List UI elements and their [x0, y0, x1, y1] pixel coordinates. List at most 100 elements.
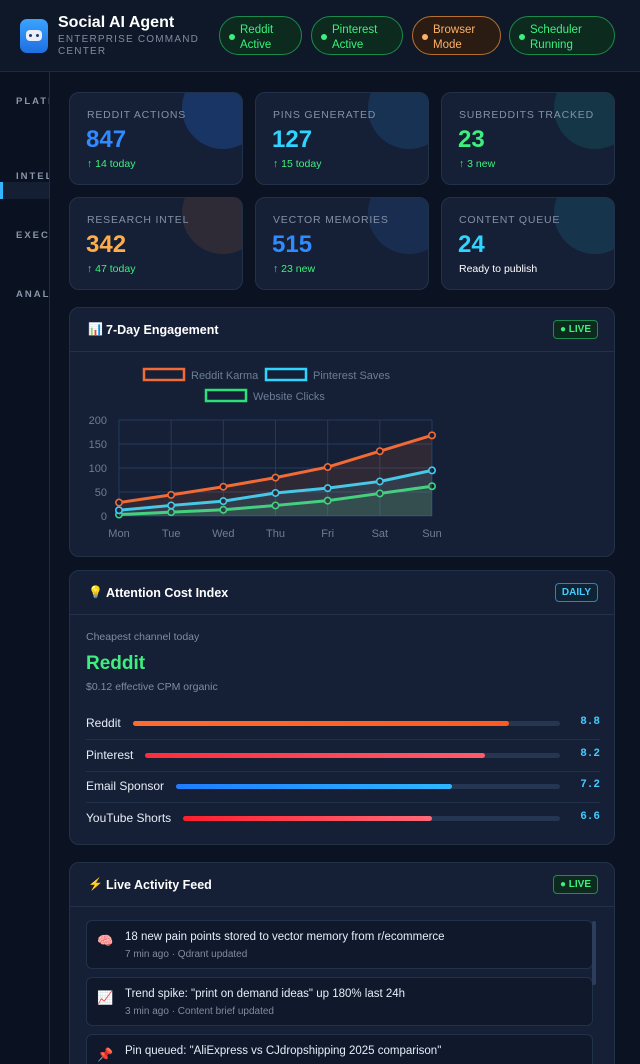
status-dot-icon: [321, 34, 327, 40]
channel-row-youtube-shorts: YouTube Shorts 6.6: [86, 811, 600, 842]
channel-score-bar: [183, 815, 432, 821]
y-tick-label: 150: [89, 439, 107, 451]
x-tick-label: Sat: [372, 528, 389, 540]
x-tick-label: Sun: [422, 528, 442, 540]
daily-badge: DAILY: [554, 583, 598, 602]
bar-chart-icon: 📊: [88, 322, 103, 336]
panel-header: 📊 7-Day Engagement ● LIVE: [70, 308, 614, 352]
channel-row-email-sponsor: Email Sponsor 7.2: [86, 779, 600, 810]
status-pill-scheduler[interactable]: Scheduler Running: [509, 16, 615, 55]
brain-icon: 🧠: [97, 933, 114, 948]
data-point: [323, 463, 332, 472]
feed-item[interactable]: 📌 Pin queued: "AliExpress vs CJdropshippi…: [86, 1034, 593, 1064]
data-point: [114, 498, 123, 507]
data-point: [271, 473, 280, 482]
stat-delta: ↑ 15 today: [273, 158, 322, 170]
panel-header: ⚡ Live Activity Feed ● LIVE: [70, 863, 614, 907]
channel-name: Reddit: [86, 716, 121, 730]
stat-value: 847: [86, 126, 127, 153]
status-pill-pinterest[interactable]: Pinterest Active: [311, 16, 403, 55]
stat-delta: ↑ 14 today: [87, 158, 136, 170]
feed-item-text: 18 new pain points stored to vector memo…: [125, 931, 445, 943]
legend-label: Reddit Karma: [191, 370, 259, 382]
feed-scrollbar[interactable]: [592, 921, 596, 985]
card-glow-decoration: [182, 198, 242, 254]
status-pill-reddit[interactable]: Reddit Active: [219, 16, 302, 55]
status-dot-icon: [519, 34, 525, 40]
y-tick-label: 200: [89, 415, 107, 427]
x-tick-label: Mon: [108, 528, 129, 540]
legend-swatch: [264, 367, 308, 382]
data-point: [375, 477, 384, 486]
channel-score-track: [176, 784, 560, 789]
data-point: [427, 431, 436, 440]
sidebar-section-analytics: ANALYTICS: [16, 289, 50, 300]
stat-delta: ↑ 47 today: [87, 263, 136, 275]
cheapest-channel-label: Cheapest channel today: [86, 631, 200, 643]
feed-item[interactable]: 📈 Trend spike: "print on demand ideas" up…: [86, 977, 593, 1026]
stat-label: CONTENT QUEUE: [459, 214, 561, 226]
data-point: [219, 497, 228, 506]
channel-score-bar: [145, 752, 486, 758]
lightbulb-icon: 💡: [88, 585, 103, 599]
feed-item[interactable]: 🧠 18 new pain points stored to vector mem…: [86, 920, 593, 969]
channel-score-bar: [133, 721, 509, 726]
sidebar-section-platforms: PLATFORMS: [16, 96, 49, 107]
x-tick-label: Fri: [321, 528, 334, 540]
data-point: [114, 506, 123, 515]
stat-value: 127: [272, 126, 313, 153]
engagement-line-chart: 0 50 100 150 200 Mon Tue Wed Thu Fri Sat Sun Reddit …: [89, 367, 442, 540]
row-divider: [86, 770, 600, 772]
status-pill-browser[interactable]: Browser Mode: [412, 16, 501, 55]
attention-cost-panel: 💡 Attention Cost Index DAILY Cheapest ch…: [69, 570, 615, 845]
card-glow-decoration: [368, 93, 428, 149]
x-tick-label: Wed: [212, 528, 234, 540]
channel-score-track: [145, 752, 560, 758]
x-tick-label: Thu: [266, 528, 285, 540]
stat-card-subreddits-tracked[interactable]: SUBREDDITS TRACKED 23 ↑ 3 new: [441, 92, 615, 185]
sidebar-section-execution: EXECUTION: [16, 230, 50, 241]
channel-name: Pinterest: [86, 747, 134, 762]
legend-label: Pinterest Saves: [313, 370, 391, 382]
row-divider: [86, 739, 600, 740]
legend-swatch: [142, 367, 186, 382]
stat-card-content-queue[interactable]: CONTENT QUEUE 24 Ready to publish: [441, 197, 615, 290]
data-point: [167, 501, 176, 510]
y-tick-label: 0: [101, 511, 107, 523]
stat-card-vector-memories[interactable]: VECTOR MEMORIES 515 ↑ 23 new: [255, 197, 429, 290]
app-title: Social AI Agent: [58, 14, 175, 31]
stat-value: 24: [458, 231, 485, 258]
panel-title: 7-Day Engagement: [106, 323, 219, 337]
legend-swatch: [204, 388, 248, 403]
stat-label: REDDIT ACTIONS: [87, 109, 187, 121]
data-point: [219, 505, 228, 514]
stat-label: SUBREDDITS TRACKED: [459, 109, 594, 121]
channel-score: 7.2: [580, 779, 600, 791]
stat-card-research-intel[interactable]: RESEARCH INTEL 342 ↑ 47 today: [69, 197, 243, 290]
stat-label: PINS GENERATED: [273, 109, 377, 121]
channel-name: Email Sponsor: [86, 779, 165, 793]
panel-title: Attention Cost Index: [106, 586, 229, 600]
stat-card-pins-generated[interactable]: PINS GENERATED 127 ↑ 15 today: [255, 92, 429, 185]
cheapest-channel-detail: $0.12 effective CPM organic: [86, 681, 218, 693]
status-dot-icon: [229, 34, 235, 40]
y-tick-label: 100: [89, 463, 107, 475]
sidebar-active-item[interactable]: [0, 182, 49, 199]
stat-label: VECTOR MEMORIES: [273, 214, 389, 226]
data-point: [375, 489, 384, 498]
series-area: [119, 486, 432, 516]
stat-label: RESEARCH INTEL: [87, 214, 190, 226]
data-point: [427, 482, 436, 491]
engagement-panel: 📊 7-Day Engagement ● LIVE 0 50 100 150 200 Mo…: [69, 307, 615, 557]
channel-score: 6.6: [580, 810, 600, 823]
legend-label: Website Clicks: [253, 391, 325, 403]
stat-delta: Ready to publish: [459, 263, 538, 275]
data-point: [323, 484, 332, 493]
activity-feed-panel: ⚡ Live Activity Feed ● LIVE 🧠 18 new pain…: [69, 862, 615, 1064]
status-dot-icon: [422, 34, 428, 40]
trend-chart-icon: 📈: [97, 990, 114, 1005]
feed-item-text: Trend spike: "print on demand ideas" up …: [125, 988, 406, 1000]
stat-card-reddit-actions[interactable]: REDDIT ACTIONS 847 ↑ 14 today: [69, 92, 243, 185]
stat-value: 515: [272, 231, 313, 258]
series-area: [119, 435, 432, 516]
